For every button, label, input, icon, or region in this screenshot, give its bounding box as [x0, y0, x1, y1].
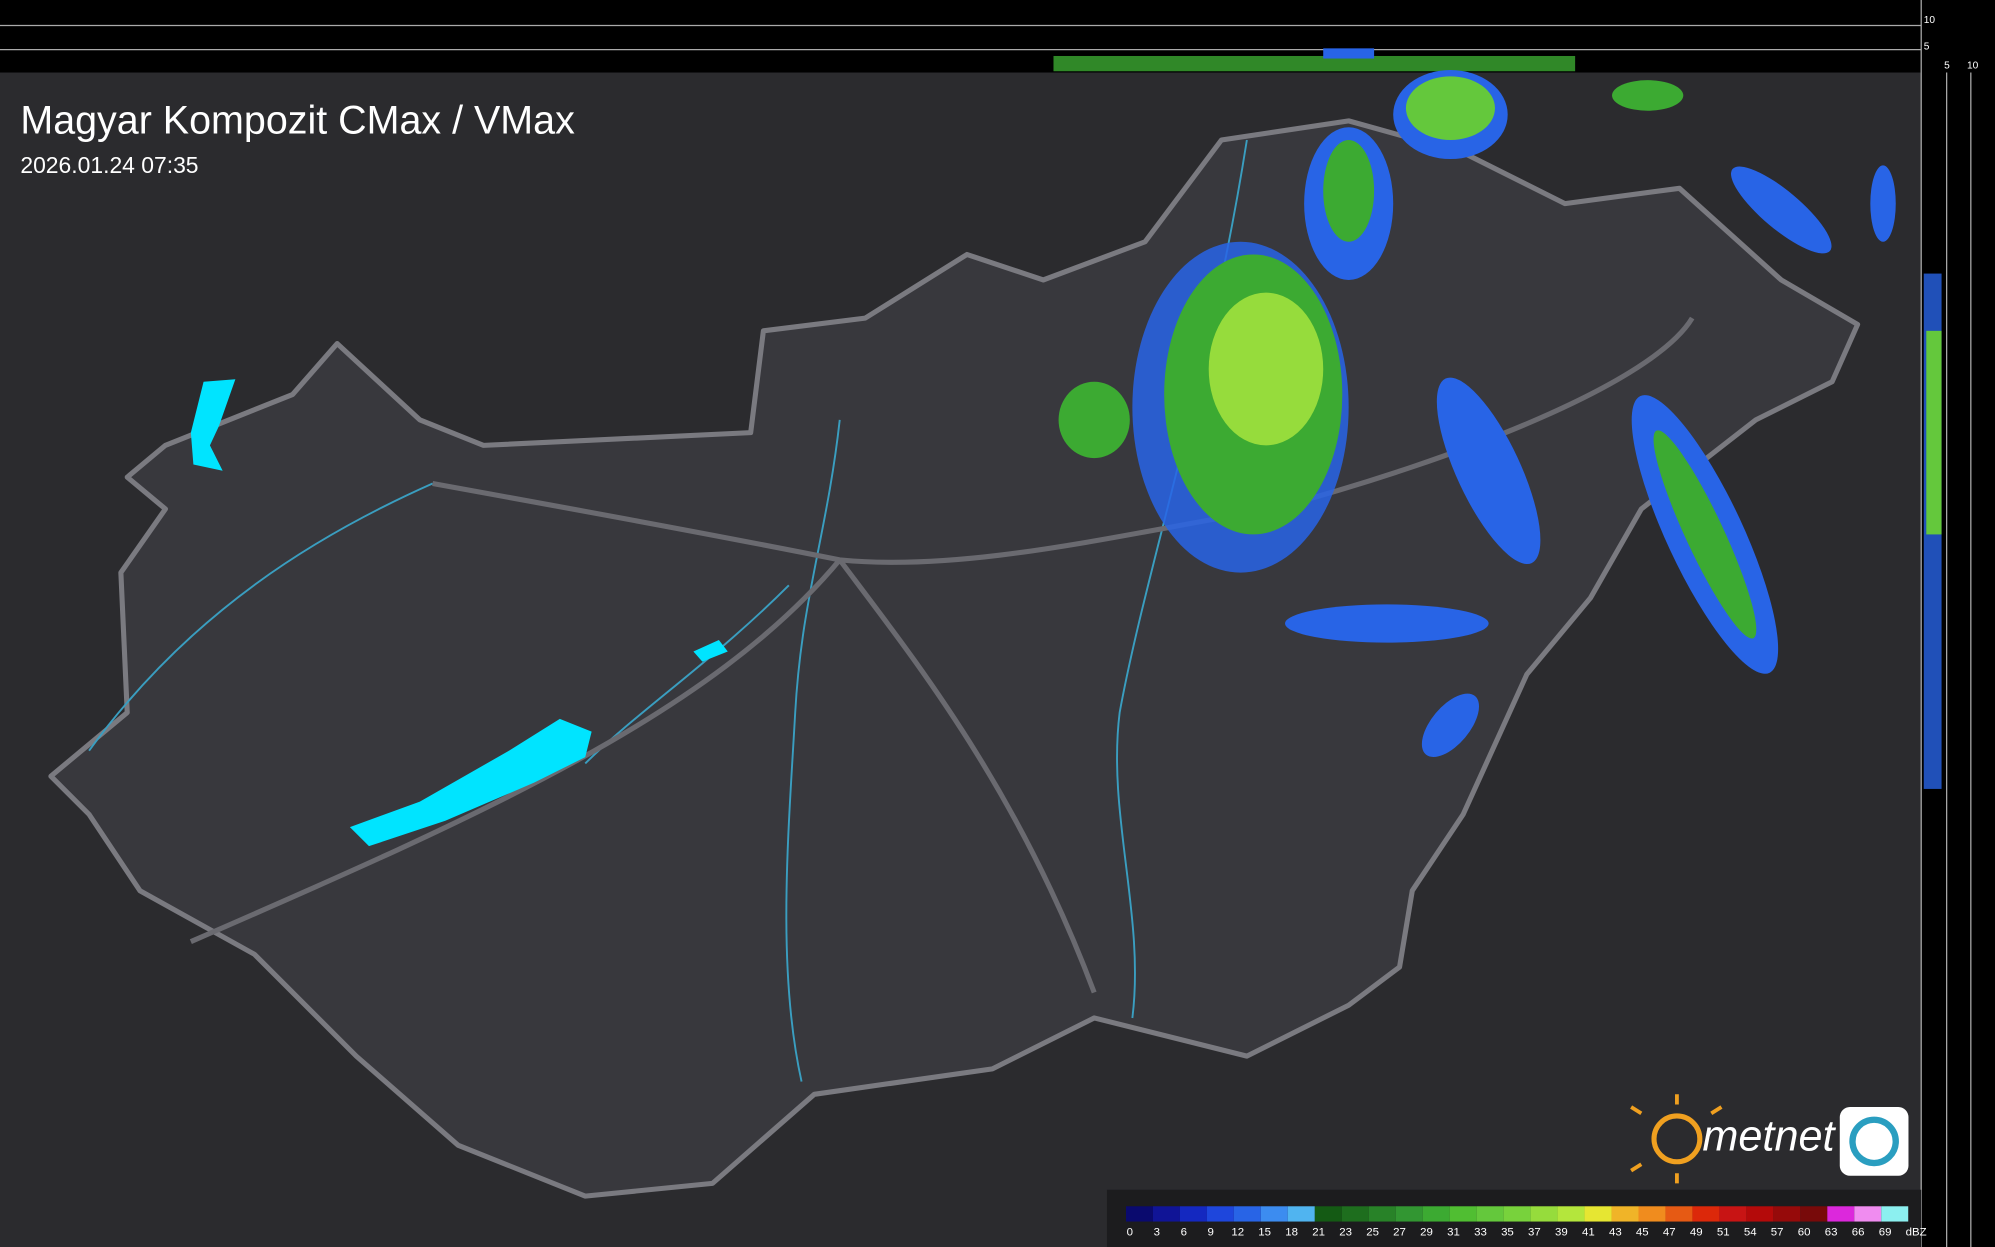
legend-swatch	[1179, 1206, 1207, 1222]
legend-tick-label: 33	[1474, 1227, 1487, 1239]
legend-swatch	[1206, 1206, 1234, 1222]
legend-swatch	[1449, 1206, 1477, 1222]
legend-tick-label: 3	[1154, 1227, 1160, 1239]
legend-swatch	[1287, 1206, 1315, 1222]
legend-swatch	[1881, 1206, 1909, 1222]
legend-swatch	[1260, 1206, 1288, 1222]
legend-tick-label: 25	[1366, 1227, 1379, 1239]
legend-swatch	[1854, 1206, 1882, 1222]
legend-tick-label: 12	[1231, 1227, 1244, 1239]
legend-tick-label: 51	[1717, 1227, 1730, 1239]
legend-swatch	[1530, 1206, 1558, 1222]
side-echo	[1926, 330, 1942, 535]
legend-tick-label: 27	[1393, 1227, 1406, 1239]
strip-echo	[1323, 48, 1375, 59]
legend-swatch	[1476, 1206, 1504, 1222]
legend-tick-label: 31	[1447, 1227, 1460, 1239]
legend-tick-label: 23	[1339, 1227, 1352, 1239]
legend-tick-label: 39	[1555, 1227, 1568, 1239]
legend-swatch	[1584, 1206, 1612, 1222]
side-tick-label: 10	[1967, 61, 1979, 72]
legend-tick-label: 66	[1852, 1227, 1865, 1239]
side-tick-label: 5	[1924, 42, 1930, 53]
legend-swatch	[1638, 1206, 1666, 1222]
legend-tick-label: 69	[1879, 1227, 1892, 1239]
legend-tick-label: 29	[1420, 1227, 1433, 1239]
lakes	[190, 379, 728, 847]
legend-swatch	[1773, 1206, 1801, 1222]
legend-tick-label: 18	[1285, 1227, 1298, 1239]
legend-tick-label: 21	[1312, 1227, 1325, 1239]
legend-unit: dBZ	[1906, 1227, 1927, 1239]
side-tick-label: 10	[1924, 15, 1936, 26]
legend-tick-label: 54	[1744, 1227, 1757, 1239]
legend-swatch	[1341, 1206, 1369, 1222]
legend-swatch	[1126, 1206, 1153, 1222]
legend-tick-label: 37	[1528, 1227, 1541, 1239]
legend-tick-label: 9	[1208, 1227, 1214, 1239]
legend-swatch	[1692, 1206, 1720, 1222]
precipitation	[1058, 69, 1896, 758]
side-tick-label: 5	[1944, 61, 1950, 72]
map-title: Magyar Kompozit CMax / VMax	[20, 99, 575, 143]
legend-tick-label: 0	[1127, 1227, 1133, 1239]
legend-tick-label: 60	[1798, 1227, 1811, 1239]
country-area	[48, 118, 1861, 1199]
timestamp: 2026.01.24 07:35	[20, 152, 198, 178]
legend-swatch	[1665, 1206, 1693, 1222]
legend-swatch	[1152, 1206, 1180, 1222]
legend-tick-label: 45	[1636, 1227, 1649, 1239]
legend-swatch	[1314, 1206, 1342, 1222]
legend-tick-label: 15	[1258, 1227, 1271, 1239]
legend-tick-label: 57	[1771, 1227, 1784, 1239]
legend-tick-label: 43	[1609, 1227, 1622, 1239]
legend-tick-label: 35	[1501, 1227, 1514, 1239]
legend-tick-label: 6	[1181, 1227, 1187, 1239]
legend-swatch	[1503, 1206, 1531, 1222]
legend-swatch	[1746, 1206, 1774, 1222]
legend-swatch	[1368, 1206, 1396, 1222]
legend-swatch	[1611, 1206, 1639, 1222]
logo-text: metnet	[1702, 1112, 1836, 1160]
legend-swatch	[1800, 1206, 1828, 1222]
legend-swatch	[1719, 1206, 1747, 1222]
top-strip	[0, 0, 1922, 73]
legend-tick-label: 41	[1582, 1227, 1595, 1239]
legend-tick-label: 49	[1690, 1227, 1703, 1239]
legend-swatch	[1827, 1206, 1855, 1222]
logo: metnet	[1630, 1094, 1909, 1184]
legend-tick-label: 47	[1663, 1227, 1676, 1239]
legend-swatch	[1233, 1206, 1261, 1222]
legend-swatch	[1395, 1206, 1423, 1222]
legend-swatch	[1422, 1206, 1450, 1222]
legend-swatch	[1557, 1206, 1585, 1222]
strip-echo	[1053, 55, 1576, 72]
legend-tick-label: 63	[1825, 1227, 1838, 1239]
legend: 0 3 6 9 12 15 18 21 23 25 27 29 31 33 35 37 39 41 43 45 47 49…	[1126, 1206, 1927, 1239]
